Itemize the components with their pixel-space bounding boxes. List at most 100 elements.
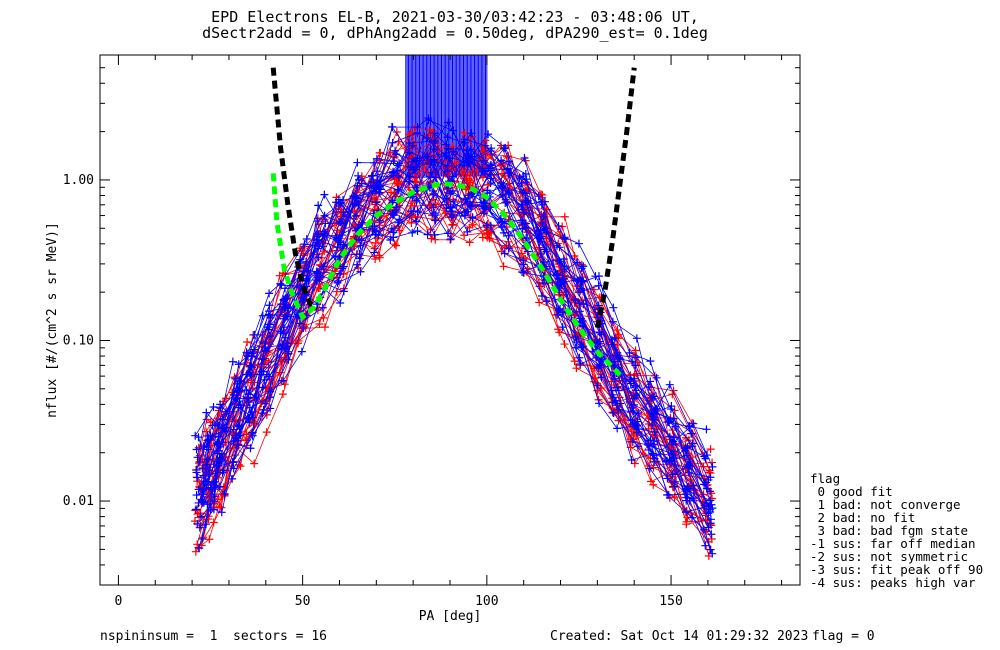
data-point-plus — [668, 390, 677, 399]
legend-entry: 3 bad: bad fgm state — [810, 523, 968, 538]
data-point-plus — [689, 481, 698, 490]
data-point-plus — [191, 506, 200, 515]
data-point-plus — [423, 230, 432, 239]
data-point-plus — [576, 360, 585, 369]
flux-trace — [201, 149, 713, 509]
data-point-plus — [319, 313, 328, 322]
data-point-plus — [702, 478, 711, 487]
data-point-plus — [202, 520, 211, 529]
data-point-plus — [430, 230, 439, 239]
data-point-plus — [575, 288, 584, 297]
data-point-plus — [706, 473, 715, 482]
data-point-plus — [578, 277, 587, 286]
data-point-plus — [392, 150, 401, 159]
data-point-plus — [423, 133, 432, 142]
data-point-plus — [317, 262, 326, 271]
data-point-plus — [560, 235, 569, 244]
data-point-plus — [194, 485, 203, 494]
data-point-plus — [214, 422, 223, 431]
data-point-plus — [314, 253, 323, 262]
data-point-plus — [627, 455, 636, 464]
data-point-plus — [608, 317, 617, 326]
data-point-plus — [279, 314, 288, 323]
x-tick-label: 0 — [115, 594, 123, 609]
footer-created: Created: Sat Oct 14 01:29:32 2023 — [550, 629, 808, 644]
data-point-plus — [647, 394, 656, 403]
data-point-plus — [631, 346, 640, 355]
y-tick-label: 1.00 — [63, 173, 94, 188]
flux-trace — [202, 189, 712, 524]
data-point-plus — [486, 170, 495, 179]
data-point-plus — [594, 281, 603, 290]
data-point-plus — [413, 122, 422, 131]
data-point-plus — [210, 492, 219, 501]
data-point-plus — [202, 415, 211, 424]
data-point-plus — [614, 405, 623, 414]
data-point-plus — [203, 460, 212, 469]
data-point-plus — [213, 439, 222, 448]
data-point-plus — [372, 182, 381, 191]
data-point-plus — [430, 129, 439, 138]
y-axis-title: nflux [#/(cm^2 s sr MeV)] — [45, 222, 60, 418]
data-point-plus — [217, 508, 226, 517]
data-point-plus — [505, 189, 514, 198]
data-point-plus — [686, 457, 695, 466]
data-point-plus — [520, 208, 529, 217]
data-point-plus — [193, 453, 202, 462]
data-point-plus — [648, 420, 657, 429]
data-point-plus — [216, 404, 225, 413]
data-point-plus — [443, 133, 452, 142]
data-point-plus — [645, 464, 654, 473]
data-point-plus — [194, 433, 203, 442]
data-point-plus — [429, 203, 438, 212]
data-point-plus — [389, 210, 398, 219]
x-tick-label: 150 — [659, 594, 682, 609]
data-point-plus — [559, 279, 568, 288]
data-point-plus — [228, 357, 237, 366]
data-point-plus — [336, 198, 345, 207]
y-tick-label: 0.01 — [63, 494, 94, 509]
data-point-plus — [579, 262, 588, 271]
data-point-plus — [632, 334, 641, 343]
data-point-plus — [300, 240, 309, 249]
data-point-plus — [595, 337, 604, 346]
data-point-plus — [446, 235, 455, 243]
data-point-plus — [372, 227, 381, 236]
data-point-plus — [313, 306, 322, 315]
data-point-plus — [560, 212, 569, 221]
data-point-plus — [444, 144, 453, 153]
data-point-plus — [258, 383, 267, 392]
data-point-plus — [626, 416, 635, 425]
data-point-plus — [192, 491, 201, 500]
data-point-plus — [700, 452, 709, 461]
data-point-plus — [484, 229, 493, 238]
data-point-plus — [262, 410, 271, 419]
data-point-plus — [669, 453, 678, 462]
data-point-plus — [430, 137, 439, 146]
x-tick-label: 50 — [295, 594, 311, 609]
data-point-plus — [391, 146, 400, 155]
data-point-plus — [540, 245, 549, 254]
data-point-plus — [199, 471, 208, 480]
data-point-plus — [689, 494, 698, 503]
data-point-plus — [610, 334, 619, 343]
data-point-plus — [468, 213, 477, 222]
data-point-plus — [318, 303, 327, 312]
data-point-plus — [423, 152, 432, 161]
data-point-plus — [468, 220, 477, 229]
data-point-plus — [649, 412, 658, 421]
data-point-plus — [518, 200, 527, 209]
data-point-plus — [192, 468, 201, 477]
data-point-plus — [646, 436, 655, 445]
flux-trace — [198, 199, 711, 550]
data-point-plus — [265, 301, 274, 310]
data-point-plus — [594, 272, 603, 281]
data-point-plus — [558, 323, 567, 332]
data-point-plus — [465, 238, 474, 247]
data-point-plus — [262, 347, 271, 356]
data-point-plus — [353, 158, 362, 167]
data-point-plus — [426, 126, 435, 135]
data-point-plus — [429, 139, 438, 148]
data-point-plus — [243, 337, 252, 346]
data-point-plus — [611, 357, 620, 366]
